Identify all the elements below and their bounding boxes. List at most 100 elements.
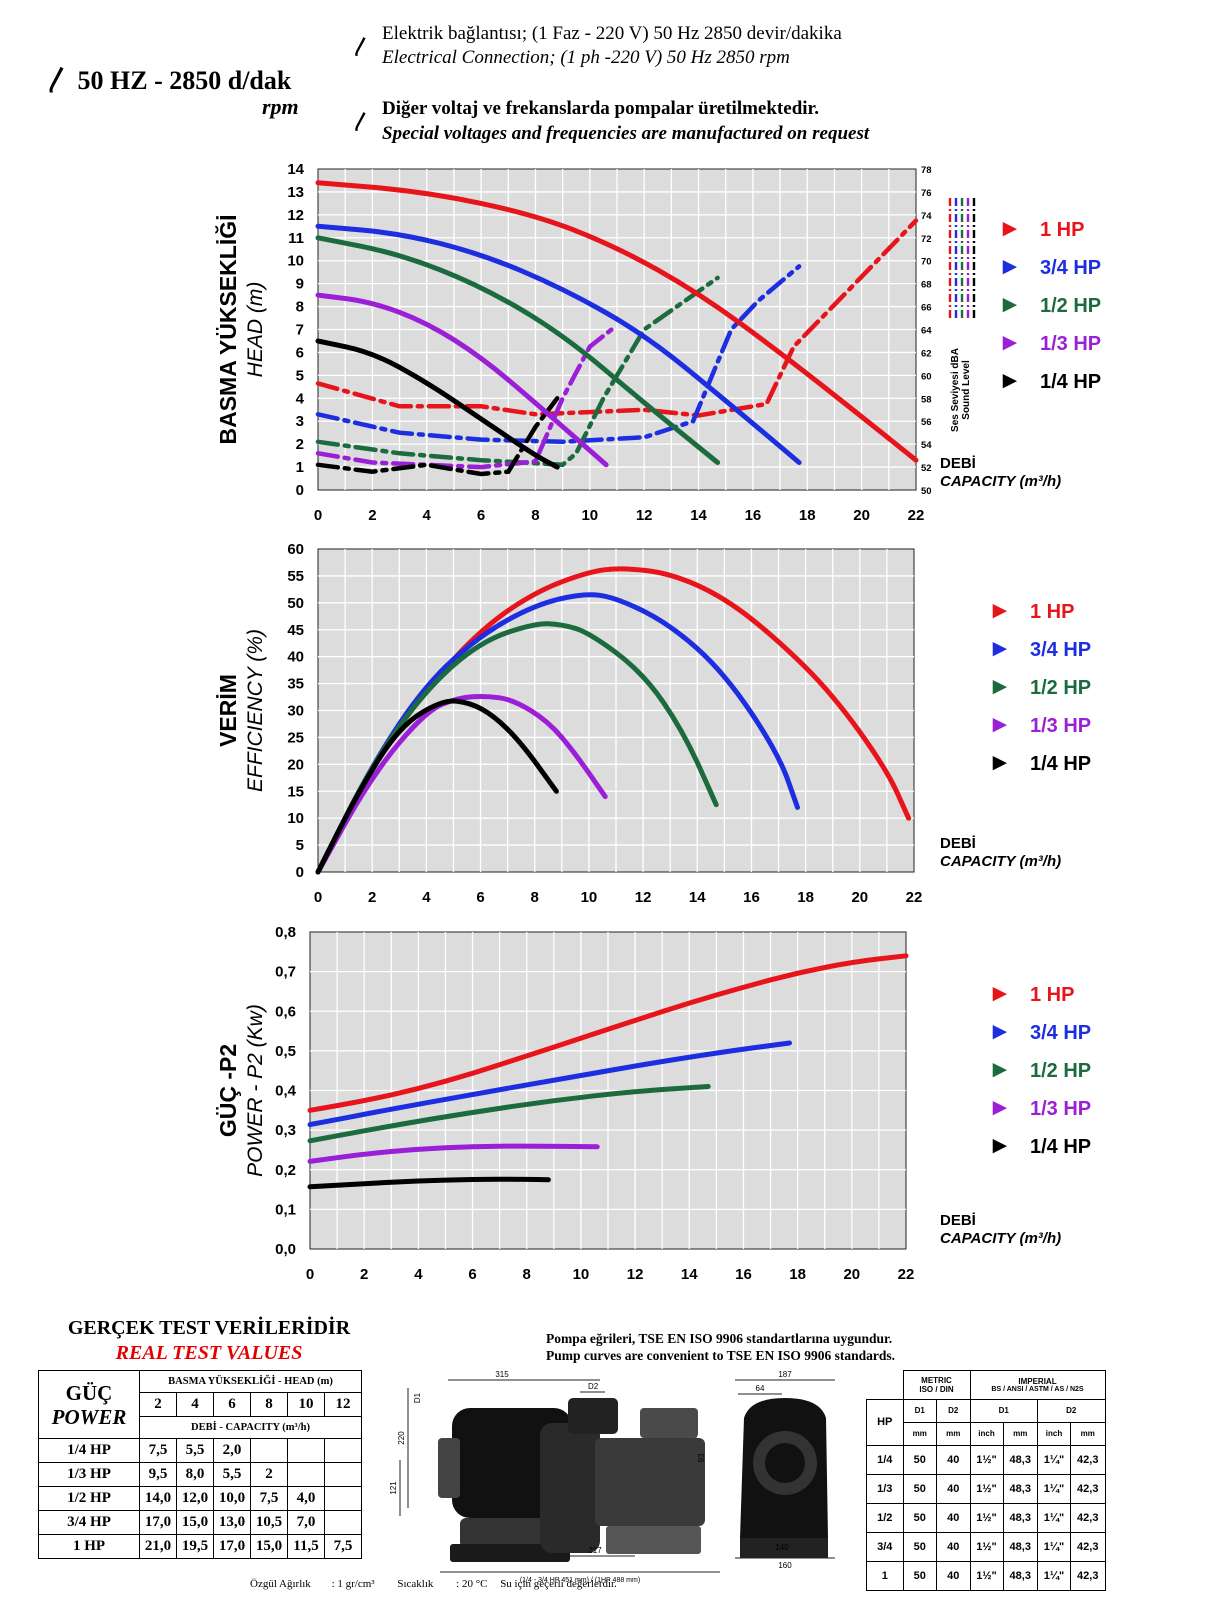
x-tick-label: 6 (476, 889, 484, 906)
x-tick-label: 10 (573, 1266, 590, 1283)
electrical-connection-tr: Elektrik bağlantısı; (1 Faz - 220 V) 50 … (382, 23, 842, 44)
y-tick-label: 45 (287, 622, 304, 639)
y2-tick-label: 56 (921, 417, 932, 428)
x-tick-label: 4 (414, 1266, 423, 1283)
power-label: 1 HP (38, 1534, 140, 1559)
y-tick-label: 5 (296, 367, 304, 384)
capacity-value: 4,0 (287, 1486, 325, 1511)
y-tick-label: 0 (296, 482, 304, 499)
legend-label: 1/4 HP (1040, 371, 1101, 393)
connection-mm2: 42,3 (1070, 1531, 1106, 1562)
water-note: Su için geçerli değerlerdir. (500, 1578, 617, 1590)
special-note-en: Special voltages and frequencies are man… (382, 123, 870, 144)
connection-hp: 3/4 (866, 1531, 904, 1562)
lightning-icon: 〳 (45, 66, 72, 95)
imperial-sub: BS / ANSI / ASTM / AS / N2S (991, 1385, 1084, 1393)
y-tick-label: 2 (296, 436, 304, 453)
series-line (315, 698, 559, 875)
x-tick-label: 14 (690, 507, 707, 524)
legend-label: 1/3 HP (1030, 1098, 1091, 1120)
y-tick-label: 0,8 (275, 924, 296, 941)
connection-d1: 50 (902, 1444, 937, 1475)
capacity-value: 11,5 (287, 1534, 325, 1559)
connection-mm1: 48,3 (1002, 1473, 1038, 1504)
power-label: 1/4 HP (38, 1438, 140, 1463)
legend-label: 3/4 HP (1030, 639, 1091, 661)
connection-d2: 40 (936, 1502, 971, 1533)
dim-width: 315 (495, 1370, 509, 1379)
dim-side-width: 187 (778, 1370, 792, 1379)
connection-d2: 40 (936, 1560, 971, 1591)
capacity-value: 13,0 (213, 1510, 251, 1535)
connection-in2: 1¼" (1036, 1502, 1072, 1533)
capacity-value (324, 1462, 362, 1487)
capacity-value: 5,5 (213, 1462, 251, 1487)
y-axis-label-tr: BASMA YÜKSEKLİĞİ (214, 214, 241, 444)
connection-in2: 1¼" (1036, 1444, 1072, 1475)
legend-marker: ► (988, 749, 1012, 776)
chart-0: 0 2 4 6 8 10 12 14 16 18 20 22012345678910111213145… (214, 161, 1101, 524)
connection-in1: 1½" (969, 1473, 1004, 1504)
y-axis-label-tr: GÜÇ -P2 (215, 1044, 241, 1137)
legend-label: 3/4 HP (1040, 257, 1101, 279)
x-tick-label: 14 (681, 1266, 698, 1283)
legend-label: 1 HP (1040, 219, 1084, 241)
y-tick-label: 7 (296, 322, 304, 339)
x-tick-label: 16 (745, 507, 762, 524)
connection-mm1: 48,3 (1002, 1531, 1038, 1562)
head-value: 10 (287, 1392, 325, 1417)
capacity-value (324, 1486, 362, 1511)
connection-in1: 1½" (969, 1531, 1004, 1562)
y-tick-label: 20 (287, 756, 304, 773)
y-tick-label: 0,5 (275, 1043, 296, 1060)
unit-mm: mm (902, 1421, 937, 1446)
special-note: 〳 Diğer voltaj ve frekanslarda pompalar … (352, 96, 870, 146)
connection-in1: 1½" (969, 1560, 1004, 1591)
head-value: 4 (176, 1392, 214, 1417)
dim-axis-height: 121 (390, 1481, 398, 1495)
x-tick-label: 8 (531, 507, 539, 524)
legend-marker: ► (988, 673, 1012, 700)
connection-in2: 1¼" (1036, 1560, 1072, 1591)
unit-mm: mm (1070, 1421, 1106, 1446)
imperial-d1: D1 (969, 1398, 1038, 1423)
dim-height: 220 (397, 1431, 406, 1445)
table-row: 1 HP 21,0 19,5 17,0 15,0 11,5 7,5 (38, 1534, 362, 1559)
x-tick-label: 22 (908, 507, 925, 524)
hp-header: HP (866, 1398, 904, 1446)
x-tick-label: 14 (689, 889, 706, 906)
x-axis-label-tr: DEBİ (940, 835, 976, 852)
sound-curve (315, 218, 919, 418)
connection-in1: 1½" (969, 1502, 1004, 1533)
legend-marker: ► (998, 329, 1022, 356)
connection-d2: 40 (936, 1473, 971, 1504)
temperature-label: Sıcaklık (397, 1578, 434, 1590)
standards-note: Pompa eğrileri, TSE EN ISO 9906 standart… (546, 1330, 895, 1364)
electrical-connection: 〳 Elektrik bağlantısı; (1 Faz - 220 V) 5… (352, 22, 842, 70)
x-tick-label: 0 (314, 889, 322, 906)
x-tick-label: 6 (468, 1266, 476, 1283)
unit-mm: mm (1002, 1421, 1038, 1446)
chart-2: 0 2 4 6 8 10 12 14 16 18 20 22 0,0 0,1 0,2 0,3 0,4 0,5 0,6… (215, 924, 1091, 1283)
x-tick-label: 12 (636, 507, 653, 524)
series-line (307, 953, 909, 1113)
y-tick-label: 8 (296, 299, 304, 316)
connection-mm2: 42,3 (1070, 1444, 1106, 1475)
capacity-value: 15,0 (176, 1510, 214, 1535)
connection-hp: 1 (866, 1560, 904, 1591)
series-line (315, 180, 919, 463)
capacity-value: 12,0 (176, 1486, 214, 1511)
legend-label: 1/2 HP (1030, 677, 1091, 699)
y-axis-label-en: EFFICIENCY (%) (244, 629, 267, 792)
pump-dimension-drawing: 315 D2 D1 220 121 217 93 (1/4 - 3/4 HP 4… (390, 1370, 835, 1584)
capacity-value: 21,0 (139, 1534, 177, 1559)
legend-label: 1/2 HP (1030, 1060, 1091, 1082)
x-tick-label: 12 (627, 1266, 644, 1283)
capacity-value (287, 1438, 325, 1463)
x-tick-label: 20 (843, 1266, 860, 1283)
y-tick-label: 5 (296, 837, 304, 854)
series-line (315, 694, 608, 875)
y2-tick-label: 70 (921, 257, 932, 268)
unit-inch: inch (1036, 1421, 1072, 1446)
